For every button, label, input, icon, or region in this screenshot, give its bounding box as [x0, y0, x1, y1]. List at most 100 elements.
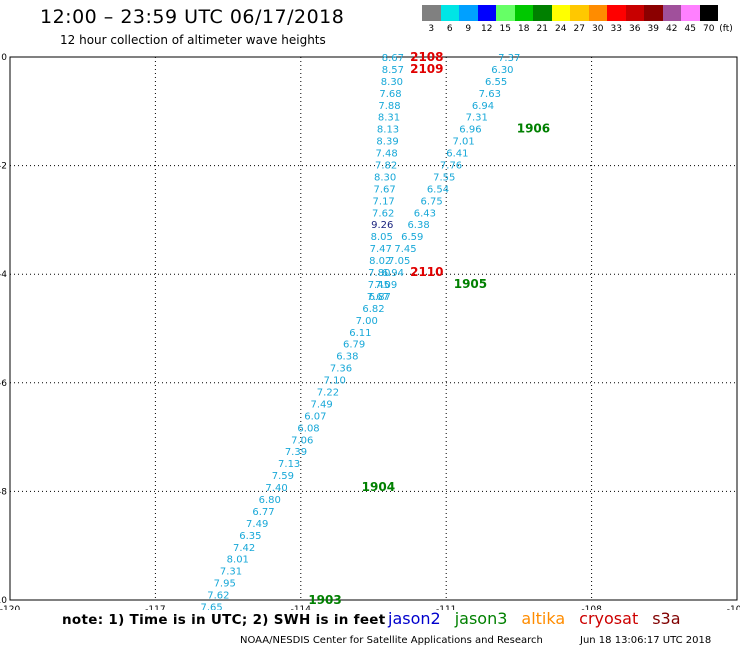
- data-point-label: 7.62: [372, 208, 394, 219]
- data-point-label: 8.57: [382, 65, 404, 76]
- legend-label: 70: [703, 24, 715, 34]
- legend-label: 15: [499, 24, 511, 34]
- pass-time-label: 2110: [410, 265, 443, 279]
- legend-label: 30: [592, 24, 604, 34]
- color-legend: [422, 5, 718, 21]
- data-point-label: 7.80: [368, 268, 390, 279]
- legend-label: 33: [610, 24, 622, 34]
- legend-swatch: [514, 5, 533, 21]
- data-point-label: 6.55: [485, 77, 507, 88]
- chart-title: 12:00 – 23:59 UTC 06/17/2018: [40, 6, 345, 28]
- legend-swatch: [477, 5, 496, 21]
- legend-swatch: [496, 5, 515, 21]
- data-point-label: 7.36: [330, 364, 352, 375]
- data-point-label: 8.13: [377, 125, 399, 136]
- mission-label: s3a: [652, 609, 681, 628]
- data-point-label: 6.11: [349, 328, 371, 339]
- data-point-label: 7.37: [498, 53, 520, 64]
- mission-label: jason2: [388, 609, 441, 628]
- pass-time-label: 2109: [410, 62, 443, 76]
- data-point-label: 6.94: [382, 268, 404, 279]
- legend-label: 45: [684, 24, 696, 34]
- legend-swatch: [440, 5, 459, 21]
- data-point-label: 7.88: [378, 101, 400, 112]
- data-point-label: 6.07: [304, 411, 326, 422]
- data-point-label: 6.82: [362, 304, 384, 315]
- data-point-label: 7.65: [200, 603, 222, 610]
- legend-label: 24: [555, 24, 567, 34]
- data-point-label: 6.77: [252, 507, 274, 518]
- data-point-label: 7.63: [479, 89, 501, 100]
- legend-swatch: [533, 5, 552, 21]
- data-point-label: 7.45: [394, 244, 416, 255]
- legend-swatch: [681, 5, 700, 21]
- data-point-label: 8.30: [374, 172, 396, 183]
- plot-frame: [9, 56, 738, 601]
- pass-time-label: 1905: [454, 277, 487, 291]
- data-point-label: 7.62: [207, 591, 229, 602]
- y-tick-label: 0: [1, 53, 7, 63]
- x-tick-label: -111: [436, 605, 456, 610]
- legend-unit: (ft): [719, 24, 733, 34]
- wave-height-chart: -120 -117 -114 -111 -108 -105 0 -2 -4 -6 -8 -10 8.67…: [0, 50, 740, 610]
- data-point-label: 6.38: [407, 220, 429, 231]
- data-point-label: 7.48: [375, 149, 397, 160]
- generated-timestamp: Jun 18 13:06:17 UTC 2018: [580, 635, 712, 646]
- data-point-label: 6.75: [421, 196, 443, 207]
- data-point-label: 7.55: [433, 172, 455, 183]
- data-point-label: 7.76: [440, 161, 462, 172]
- legend-label: 36: [629, 24, 641, 34]
- data-point-label: 7.67: [367, 292, 389, 303]
- data-point-label: 7.68: [379, 89, 401, 100]
- legend-swatch: [625, 5, 644, 21]
- data-point-label: 6.59: [401, 232, 423, 243]
- data-point-label: 8.02: [369, 256, 391, 267]
- data-point-label: 7.17: [373, 196, 395, 207]
- data-point-label: 7.01: [453, 137, 475, 148]
- data-point-label: 7.40: [265, 483, 287, 494]
- legend-swatch: [588, 5, 607, 21]
- legend-swatch: [459, 5, 478, 21]
- mission-label: altika: [521, 609, 566, 628]
- data-point-label: 7.31: [466, 113, 488, 124]
- data-point-label: 7.09: [375, 280, 397, 291]
- y-tick-label: -8: [0, 487, 7, 497]
- legend-swatch: [422, 5, 441, 21]
- legend-swatch: [662, 5, 681, 21]
- data-point-label: 8.30: [381, 77, 403, 88]
- legend-swatch: [699, 5, 718, 21]
- x-tick-label: -117: [145, 605, 165, 610]
- legend-label: 42: [666, 24, 678, 34]
- legend-label: 27: [573, 24, 585, 34]
- pass-time-label: 2108: [410, 50, 443, 64]
- x-tick-label: -114: [291, 605, 312, 610]
- data-point-label: 7.10: [324, 376, 346, 387]
- pass-time-label: 1903: [308, 593, 341, 607]
- data-point-label: 6.43: [414, 208, 436, 219]
- data-point-label: 8.67: [382, 53, 404, 64]
- data-point-label: 6.38: [336, 352, 358, 363]
- data-point-label: 8.01: [227, 555, 249, 566]
- x-tick-label: -120: [0, 605, 20, 610]
- legend-label: 39: [647, 24, 659, 34]
- legend-label: 9: [465, 24, 472, 34]
- data-point-label: 7.42: [233, 543, 255, 554]
- legend-label: 3: [428, 24, 435, 34]
- credit-line: NOAA/NESDIS Center for Satellite Applica…: [240, 635, 543, 646]
- data-point-label: 6.96: [459, 125, 481, 136]
- legend-label: 21: [536, 24, 548, 34]
- data-point-label: 7.82: [375, 161, 397, 172]
- data-point-label: 6.41: [446, 149, 468, 160]
- data-point-label: 7.45: [368, 280, 390, 291]
- mission-legend: jason2 jason3 altika cryosat s3a: [388, 609, 695, 628]
- data-point-label: 6.79: [343, 340, 365, 351]
- data-point-label: 7.49: [311, 399, 333, 410]
- data-point-label: 7.31: [220, 567, 242, 578]
- data-point-label: 6.35: [239, 531, 261, 542]
- footer-note: note: 1) Time is in UTC; 2) SWH is in fe…: [62, 612, 386, 628]
- data-point-label: 9.26: [371, 220, 393, 231]
- data-point-label: 6.80: [259, 495, 281, 506]
- y-tick-label: -2: [0, 162, 7, 172]
- data-point-label: 6.54: [427, 184, 449, 195]
- pass-time-label: 1906: [517, 122, 550, 136]
